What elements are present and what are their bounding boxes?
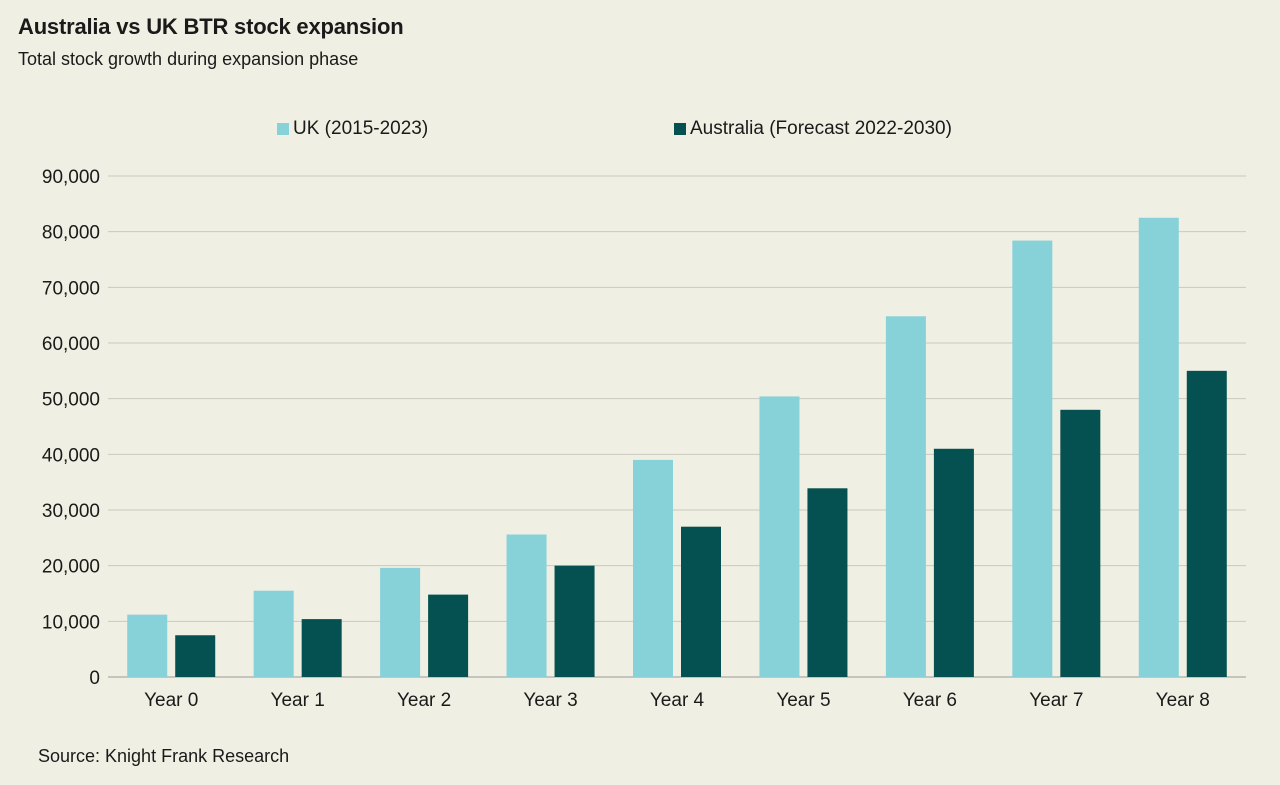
legend-swatch-uk [277,123,289,135]
bar-uk [506,534,547,677]
bar-uk [633,459,673,677]
x-tick-label: Year 4 [650,690,705,711]
y-tick-label: 0 [89,668,100,689]
bar-uk [1138,217,1179,677]
bar-australia [933,448,974,677]
y-tick-label: 70,000 [42,278,100,299]
y-tick-label: 60,000 [42,334,100,355]
bar-uk [885,316,926,677]
legend-swatch-australia [674,123,686,135]
bar-australia [428,594,469,677]
x-tick-label: Year 0 [144,690,198,711]
bar-australia [1060,409,1101,677]
x-tick-label: Year 8 [1156,690,1210,711]
bar-australia [681,526,721,677]
y-tick-label: 10,000 [42,612,100,633]
bar-uk [1012,240,1053,677]
chart-subtitle: Total stock growth during expansion phas… [18,49,359,69]
x-tick-label: Year 1 [271,690,325,711]
x-tick-label: Year 3 [523,690,577,711]
bar-uk [380,567,421,677]
y-tick-label: 50,000 [42,390,100,411]
y-tick-label: 20,000 [42,557,100,578]
legend-item-australia: Australia (Forecast 2022-2030) [674,118,952,140]
bar-uk [759,396,800,677]
bar-australia [807,488,848,677]
legend-item-uk: UK (2015-2023) [277,118,428,140]
y-tick-label: 40,000 [42,445,100,466]
source-note: Source: Knight Frank Research [38,746,290,766]
bar-australia [175,635,216,677]
y-tick-label: 30,000 [42,501,100,522]
y-tick-label: 90,000 [42,167,100,188]
x-tick-label: Year 2 [397,690,451,711]
legend-label-australia: Australia (Forecast 2022-2030) [690,118,952,139]
legend: UK (2015-2023) Australia (Forecast 2022-… [0,118,1280,144]
x-tick-label: Year 7 [1029,690,1083,711]
bar-uk [253,590,294,677]
bar-australia [554,565,595,677]
bar-australia [301,619,342,677]
x-tick-label: Year 5 [776,690,830,711]
bar-uk [127,614,168,677]
y-tick-label: 80,000 [42,223,100,244]
chart-title: Australia vs UK BTR stock expansion [18,14,404,39]
bar-australia [1186,370,1227,677]
legend-label-uk: UK (2015-2023) [293,118,429,139]
x-tick-label: Year 6 [903,690,957,711]
